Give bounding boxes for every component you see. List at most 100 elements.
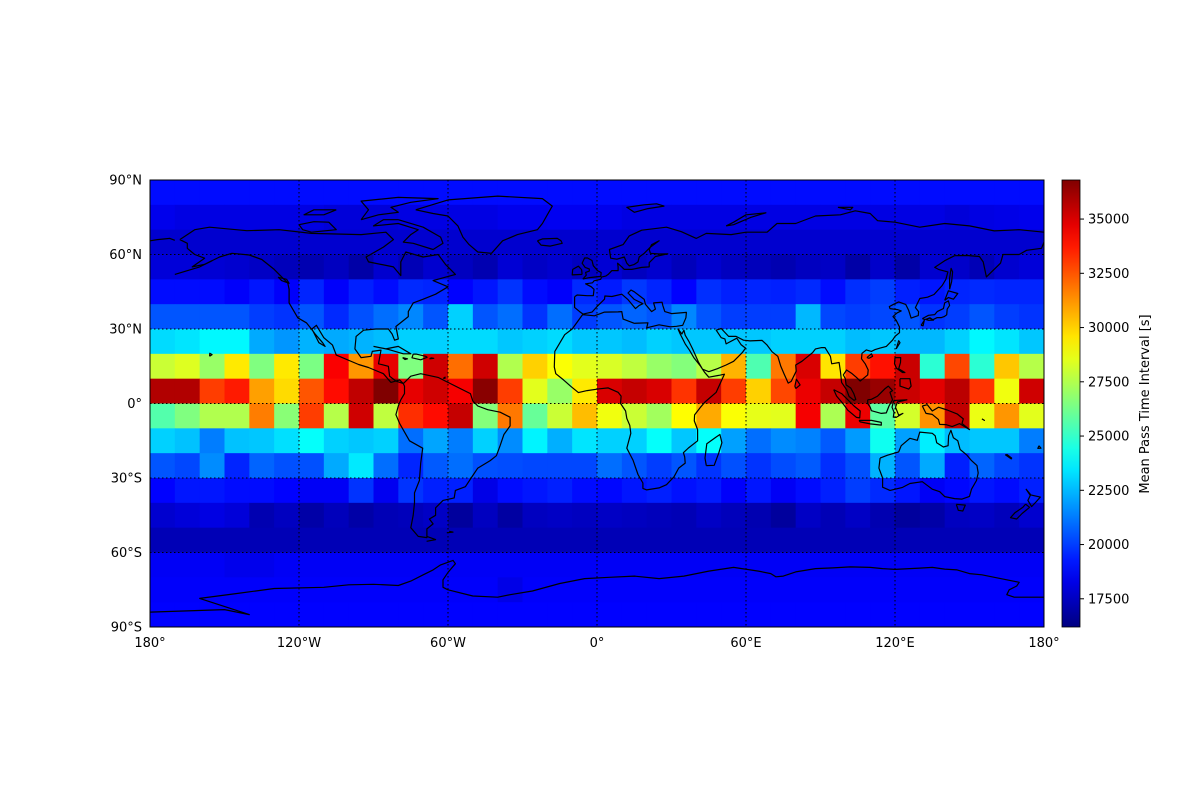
heatmap-cell (621, 577, 648, 603)
heatmap-cell (448, 428, 474, 454)
heatmap-cell (994, 180, 1020, 206)
latitude-tick-label: 0° (127, 397, 142, 412)
heatmap-cell (770, 254, 797, 280)
heatmap-cell (795, 552, 821, 578)
heatmap-cell (820, 229, 846, 255)
heatmap-cell (497, 577, 523, 603)
heatmap-cell (150, 453, 176, 479)
heatmap-cell (919, 304, 946, 330)
colorbar-tick-label: 32500 (1088, 267, 1129, 282)
heatmap-cell (696, 552, 722, 578)
heatmap-cell (348, 552, 374, 578)
heatmap-cell (895, 453, 921, 479)
heatmap-cell (721, 502, 747, 529)
heatmap-cell (522, 353, 548, 380)
heatmap-cell (770, 428, 797, 454)
heatmap-cell (621, 378, 648, 404)
heatmap-cell (969, 453, 995, 479)
heatmap-cell (820, 577, 846, 603)
coastline (149, 559, 1044, 616)
heatmap-cell (224, 254, 250, 280)
heatmap-cell (969, 204, 995, 231)
heatmap-cell (696, 304, 722, 330)
heatmap-cell (597, 602, 623, 628)
heatmap-cell (299, 527, 325, 553)
heatmap-cell (199, 602, 225, 628)
heatmap-cell (969, 180, 995, 206)
heatmap-cell (969, 403, 995, 429)
heatmap-cell (820, 478, 846, 504)
heatmap-cell (721, 602, 747, 628)
heatmap-cell (671, 502, 697, 529)
heatmap-cell (770, 602, 797, 628)
heatmap-cell (1019, 403, 1045, 429)
heatmap-cell (919, 453, 946, 479)
heatmap-cell (323, 254, 350, 280)
heatmap-cell (497, 329, 523, 355)
heatmap-cell (323, 353, 350, 380)
heatmap-cell (895, 254, 921, 280)
heatmap-cell (323, 403, 350, 429)
coastline (866, 353, 874, 359)
heatmap-cell (820, 527, 846, 553)
heatmap-cell (373, 552, 399, 578)
heatmap-cell (150, 527, 176, 553)
heatmap-cell (547, 527, 573, 553)
heatmap-cell (373, 478, 399, 504)
heatmap-cell (1019, 453, 1045, 479)
heatmap-cell (398, 329, 424, 355)
heatmap-cell (1019, 279, 1045, 305)
heatmap-cell (646, 279, 672, 305)
heatmap-cell (746, 180, 772, 206)
heatmap-cell (1019, 428, 1045, 454)
heatmap-cell (299, 180, 325, 206)
heatmap-cell (299, 353, 325, 380)
longitude-tick-label: 0° (590, 636, 605, 651)
heatmap-cell (870, 502, 896, 529)
heatmap-cell (348, 254, 374, 280)
heatmap-cell (671, 552, 697, 578)
heatmap-cell (746, 304, 772, 330)
heatmap-cell (1019, 602, 1045, 628)
heatmap-cell (199, 378, 225, 404)
heatmap-cell (174, 527, 201, 553)
heatmap-cell (373, 428, 399, 454)
heatmap-cell (721, 403, 747, 429)
coastline (837, 206, 854, 211)
heatmap-cell (994, 428, 1020, 454)
heatmap-cell (199, 353, 225, 380)
heatmap-cell (845, 478, 871, 504)
heatmap-cell (696, 378, 722, 404)
heatmap-cell (274, 378, 300, 404)
heatmap-cell (423, 204, 449, 231)
heatmap-cell (348, 602, 374, 628)
heatmap-cell (1019, 353, 1045, 380)
heatmap-cell (646, 527, 672, 553)
heatmap-cell (497, 304, 523, 330)
heatmap-cell (845, 577, 871, 603)
heatmap-cell (522, 453, 548, 479)
heatmap-cell (746, 279, 772, 305)
heatmap-cell (646, 577, 672, 603)
heatmap-cell (770, 353, 797, 380)
heatmap-cell (646, 254, 672, 280)
heatmap-cell (323, 304, 350, 330)
heatmap-cell (845, 527, 871, 553)
heatmap-cell (597, 428, 623, 454)
coastline (179, 226, 456, 385)
heatmap-cell (870, 304, 896, 330)
coastline (298, 221, 337, 233)
heatmap-cell (150, 254, 176, 280)
heatmap-cell (274, 279, 300, 305)
heatmap-cell (671, 254, 697, 280)
heatmap-cell (224, 403, 250, 429)
heatmap-cell (746, 527, 772, 553)
heatmap-cell (150, 180, 176, 206)
heatmap-cell (895, 279, 921, 305)
heatmap-cell (174, 204, 201, 231)
heatmap-cell (944, 229, 970, 255)
heatmap-cell (547, 577, 573, 603)
heatmap-cell (448, 353, 474, 380)
heatmap-cell (845, 378, 871, 404)
heatmap-cell (919, 180, 946, 206)
